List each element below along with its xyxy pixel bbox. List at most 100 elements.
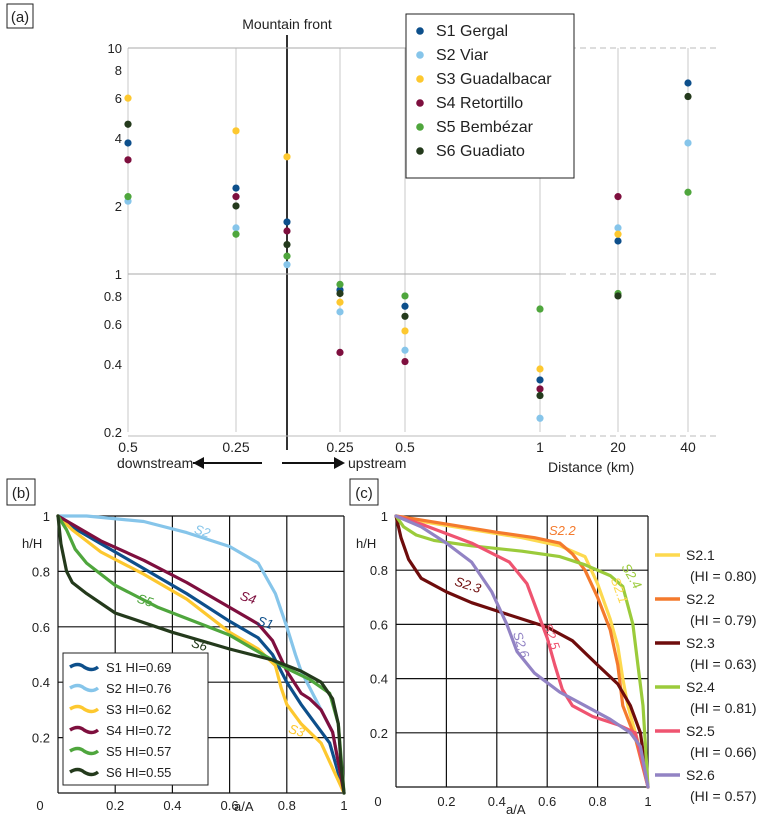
curve-s6 (56, 514, 346, 795)
legend-marker-s2 (416, 51, 424, 59)
legend-label-s6: S6 HI=0.55 (106, 765, 171, 780)
data-point-s4 (124, 156, 132, 164)
panel-b-label: (b) (12, 485, 30, 502)
panel-a-y-ticks: 0.2 0.4 0.6 0.8 1 2 4 6 8 10 (104, 41, 122, 440)
curve-label-s4: S4 (238, 588, 258, 607)
y-tick-label: 0.8 (32, 564, 50, 579)
curve-label-s2: S2 (193, 522, 213, 541)
panel-b-legend (62, 652, 209, 786)
panel-a-x-tick-label: 0.25 (222, 439, 249, 455)
data-point-s3 (232, 127, 240, 135)
panel-b-curve-labels: S1 S2 S3 S4 S5 S6 (135, 522, 307, 741)
data-point-s3 (336, 298, 344, 306)
data-point-s1 (124, 139, 132, 147)
panel-a-y-tick-label: 8 (115, 63, 122, 78)
legend-hi-s2-2: (HI = 0.79) (690, 612, 757, 628)
panel-a-x-tick-label: 0.5 (395, 439, 415, 455)
panel-a-legend (405, 13, 575, 179)
data-point-s6 (536, 391, 544, 400)
data-point-s5 (124, 193, 132, 201)
panel-b-x-axis-label: a/A (234, 799, 254, 814)
panel-a-y-tick-label: 0.4 (104, 357, 122, 372)
legend-hi-s2-5: (HI = 0.66) (690, 744, 757, 760)
x-tick-label: 0.4 (163, 798, 181, 813)
x-tick-label: 0.2 (106, 798, 124, 813)
legend-marker-s4 (416, 99, 424, 107)
data-point-s1 (614, 237, 622, 245)
panel-a-label: (a) (11, 9, 29, 26)
legend-hi-s2-6: (HI = 0.57) (690, 788, 757, 804)
legend-label-s4: S4 HI=0.72 (106, 723, 171, 738)
data-point-s2 (283, 261, 291, 269)
curve-label-s2-2: S2.2 (549, 523, 577, 538)
curve-s2-2 (394, 514, 650, 789)
data-point-s6 (614, 292, 622, 300)
y-tick-label: 0.4 (32, 675, 50, 690)
legend-swatch-s4 (69, 725, 100, 735)
data-point-s3 (401, 327, 409, 335)
data-point-s5 (283, 252, 291, 260)
data-point-s4 (283, 227, 291, 235)
legend-hi-s2-4: (HI = 0.81) (690, 700, 757, 716)
panel-a-x-tick-label: 20 (610, 439, 626, 455)
panel-c-legend-items: S2.1 (HI = 0.80) S2.2 (HI = 0.79) S2.3 (HI = … (655, 547, 757, 804)
x-tick-label: 1 (644, 794, 651, 809)
curve-s2-3 (394, 514, 650, 789)
legend-label-s2: S2 HI=0.76 (106, 681, 171, 696)
panel-c-grid (395, 515, 649, 788)
legend-marker-s5 (416, 123, 424, 131)
y-tick-label: 0.4 (370, 672, 388, 687)
curve-label-s6: S6 (190, 635, 210, 654)
panel-a-x-tick-label: 0.5 (118, 439, 138, 455)
panel-a-y-tick-label: 1 (115, 267, 122, 282)
data-point-s4 (232, 193, 240, 201)
legend-name-s2-3: S2.3 (686, 635, 715, 651)
data-point-s6 (283, 240, 291, 249)
downstream-arrow-head (193, 457, 204, 469)
y-tick-label: 0.6 (32, 620, 50, 635)
panel-a-x-tick-label: 0.25 (326, 439, 353, 455)
curve-label-s2-3: S2.3 (453, 574, 484, 597)
panel-b-ticks: 0 0.2 0.4 0.6 0.8 1 0.2 0.4 0.6 0.8 1 (32, 509, 348, 813)
data-point-s5 (336, 280, 344, 288)
data-point-s2 (684, 139, 692, 147)
panel-b-y-axis-label: h/H (22, 536, 42, 551)
curve-label-s3: S3 (287, 721, 307, 740)
panel-c-ticks: 0 0.2 0.4 0.6 0.8 1 0.2 0.4 0.6 0.8 1 (370, 509, 652, 809)
y-tick-label: 1 (43, 509, 50, 524)
legend-label-s4: S4 Retortillo (436, 95, 523, 112)
data-point-s1 (536, 376, 544, 384)
data-point-s6 (684, 92, 692, 101)
legend-label-s2: S2 Viar (436, 47, 489, 64)
x-tick-label: 0 (374, 794, 381, 809)
data-point-s3 (536, 365, 544, 373)
downstream-label: downstream (117, 455, 193, 471)
legend-label-s3: S3 Guadalbacar (436, 71, 552, 88)
panel-a-x-ticks: 0.5 0.25 0.25 0.5 1 20 40 (118, 439, 696, 455)
curve-s4 (56, 514, 346, 795)
upstream-label: upstream (348, 455, 406, 471)
panel-b-legend-items: S1 HI=0.69 S2 HI=0.76 S3 HI=0.62 S4 HI=0.72… (69, 660, 171, 780)
data-point-s2 (536, 414, 544, 422)
legend-label-s1: S1 HI=0.69 (106, 660, 171, 675)
curve-label-s1: S1 (255, 613, 275, 632)
legend-swatch-s3 (69, 704, 100, 714)
legend-label-s5: S5 Bembézar (436, 119, 534, 136)
legend-swatch-s1 (69, 662, 100, 672)
data-point-s1 (684, 79, 692, 87)
data-point-s2 (401, 346, 409, 354)
legend-name-s2-2: S2.2 (686, 591, 715, 607)
curve-s2-4 (394, 514, 650, 789)
panel-a-label-box (6, 3, 34, 29)
data-point-s4 (536, 385, 544, 393)
legend-swatch-s5 (69, 746, 100, 756)
curve-s3 (56, 514, 346, 795)
panel-b-curves (56, 514, 346, 795)
y-tick-label: 0.8 (370, 563, 388, 578)
curve-s1 (56, 514, 346, 795)
data-point-s5 (684, 188, 692, 196)
panel-a-y-tick-label: 0.2 (104, 425, 122, 440)
x-tick-label: 0.8 (589, 794, 607, 809)
panel-a-y-tick-label: 4 (115, 131, 122, 146)
x-tick-label: 0.8 (278, 798, 296, 813)
